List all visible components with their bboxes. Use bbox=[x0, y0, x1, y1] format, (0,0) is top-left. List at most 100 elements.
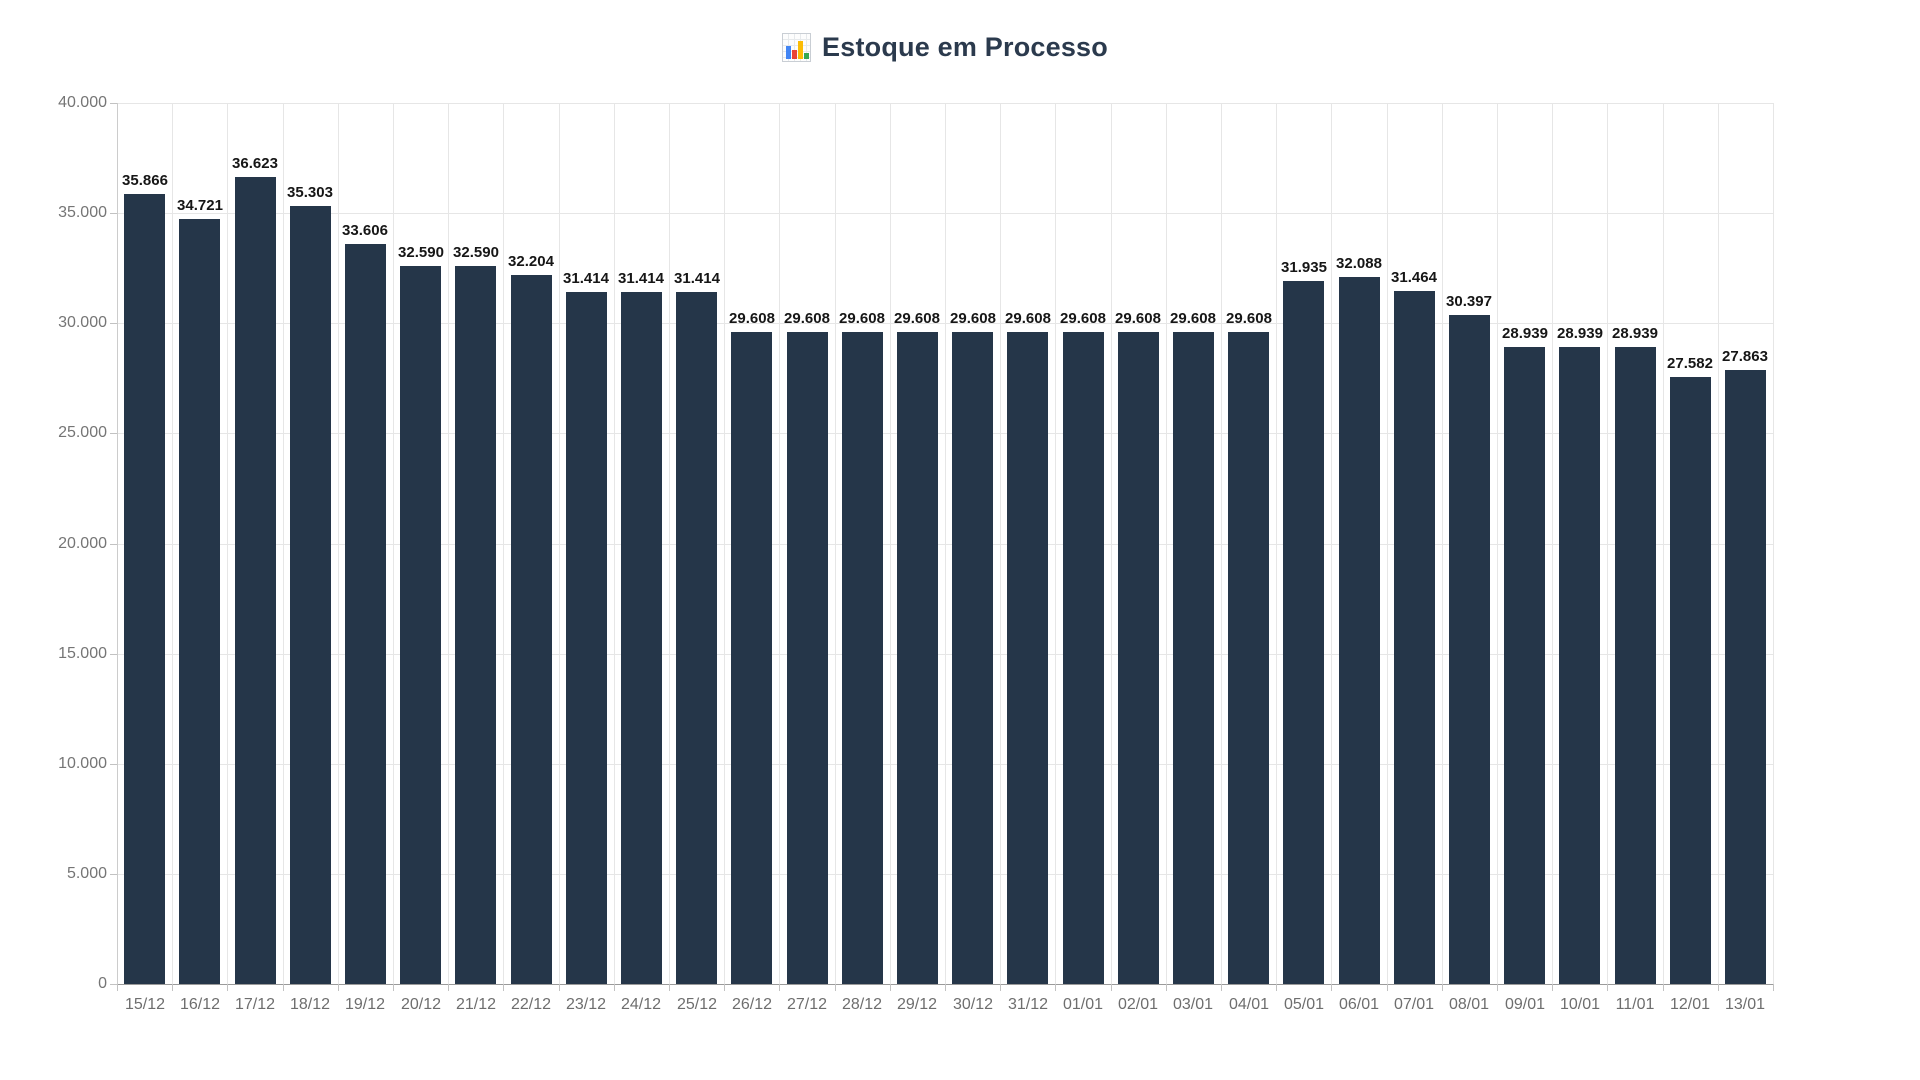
bar-value-label: 28.939 bbox=[1502, 325, 1548, 342]
plot-area: 35.866 34.721 36.623 35.303 33.606 32.590 32.5… bbox=[117, 103, 1774, 985]
bar-value-label: 31.464 bbox=[1391, 269, 1437, 286]
v-gridline bbox=[1552, 103, 1553, 984]
bar[interactable] bbox=[400, 266, 441, 984]
bar[interactable] bbox=[1504, 347, 1545, 984]
v-gridline bbox=[945, 103, 946, 984]
x-axis-label: 22/12 bbox=[510, 996, 552, 1013]
x-tick bbox=[669, 984, 670, 991]
x-tick bbox=[1497, 984, 1498, 991]
bar[interactable] bbox=[1725, 370, 1766, 984]
bar-value-label: 31.414 bbox=[618, 270, 664, 287]
y-tick bbox=[110, 213, 117, 214]
bar[interactable] bbox=[731, 332, 772, 984]
v-gridline bbox=[1607, 103, 1608, 984]
y-axis-label: 20.000 bbox=[58, 535, 107, 552]
bar-value-label: 36.623 bbox=[232, 155, 278, 172]
x-tick bbox=[283, 984, 284, 991]
bar[interactable] bbox=[1339, 277, 1380, 984]
v-gridline bbox=[1276, 103, 1277, 984]
bar-value-label: 29.608 bbox=[839, 310, 885, 327]
v-gridline bbox=[1221, 103, 1222, 984]
v-gridline bbox=[448, 103, 449, 984]
y-axis-line bbox=[117, 103, 118, 984]
x-axis-label: 24/12 bbox=[620, 996, 662, 1013]
x-axis-label: 05/01 bbox=[1283, 996, 1325, 1013]
bar-value-label: 29.608 bbox=[1060, 310, 1106, 327]
v-gridline bbox=[1773, 103, 1774, 984]
y-axis-label: 0 bbox=[98, 975, 107, 992]
bar[interactable] bbox=[1228, 332, 1269, 984]
v-gridline bbox=[1387, 103, 1388, 984]
x-tick bbox=[779, 984, 780, 991]
x-tick bbox=[172, 984, 173, 991]
x-tick bbox=[1055, 984, 1056, 991]
bar[interactable] bbox=[455, 266, 496, 984]
bar[interactable] bbox=[511, 275, 552, 984]
bar[interactable] bbox=[566, 292, 607, 984]
x-tick bbox=[1166, 984, 1167, 991]
x-axis-label: 29/12 bbox=[896, 996, 938, 1013]
v-gridline bbox=[779, 103, 780, 984]
bar[interactable] bbox=[952, 332, 993, 984]
x-axis-label: 31/12 bbox=[1007, 996, 1049, 1013]
y-axis-label: 15.000 bbox=[58, 645, 107, 662]
x-axis-label: 17/12 bbox=[234, 996, 276, 1013]
bar[interactable] bbox=[235, 177, 276, 984]
bar-value-label: 31.414 bbox=[674, 270, 720, 287]
bar-value-label: 29.608 bbox=[1226, 310, 1272, 327]
bar-value-label: 29.608 bbox=[1115, 310, 1161, 327]
v-gridline bbox=[1718, 103, 1719, 984]
x-axis-label: 15/12 bbox=[124, 996, 166, 1013]
bar[interactable] bbox=[676, 292, 717, 984]
y-tick bbox=[110, 654, 117, 655]
bar[interactable] bbox=[1559, 347, 1600, 984]
bar[interactable] bbox=[621, 292, 662, 984]
bar[interactable] bbox=[842, 332, 883, 984]
x-axis-label: 13/01 bbox=[1724, 996, 1766, 1013]
bar[interactable] bbox=[1118, 332, 1159, 984]
y-axis-label: 30.000 bbox=[58, 314, 107, 331]
bar-chart-icon bbox=[782, 33, 812, 62]
bar[interactable] bbox=[1007, 332, 1048, 984]
bar[interactable] bbox=[124, 194, 165, 984]
y-tick bbox=[110, 764, 117, 765]
bar-value-label: 29.608 bbox=[1005, 310, 1051, 327]
x-tick bbox=[1111, 984, 1112, 991]
bar[interactable] bbox=[1283, 281, 1324, 984]
h-gridline bbox=[117, 213, 1773, 214]
x-tick bbox=[448, 984, 449, 991]
bar[interactable] bbox=[290, 206, 331, 984]
x-axis-label: 04/01 bbox=[1228, 996, 1270, 1013]
bar[interactable] bbox=[787, 332, 828, 984]
bar-value-label: 31.414 bbox=[563, 270, 609, 287]
bar[interactable] bbox=[1670, 377, 1711, 984]
bar[interactable] bbox=[1173, 332, 1214, 984]
bar[interactable] bbox=[179, 219, 220, 984]
bar[interactable] bbox=[1449, 315, 1490, 984]
bar[interactable] bbox=[1615, 347, 1656, 984]
bar-value-label: 34.721 bbox=[177, 197, 223, 214]
bar[interactable] bbox=[1394, 291, 1435, 984]
x-tick bbox=[724, 984, 725, 991]
x-axis-label: 19/12 bbox=[344, 996, 386, 1013]
x-tick bbox=[117, 984, 118, 991]
x-tick bbox=[890, 984, 891, 991]
x-axis-label: 25/12 bbox=[676, 996, 718, 1013]
v-gridline bbox=[1663, 103, 1664, 984]
bar[interactable] bbox=[1063, 332, 1104, 984]
bar[interactable] bbox=[897, 332, 938, 984]
y-tick bbox=[110, 874, 117, 875]
bar-value-label: 30.397 bbox=[1446, 293, 1492, 310]
v-gridline bbox=[724, 103, 725, 984]
y-axis-label: 35.000 bbox=[58, 204, 107, 221]
v-gridline bbox=[1442, 103, 1443, 984]
bar-value-label: 32.590 bbox=[398, 244, 444, 261]
v-gridline bbox=[393, 103, 394, 984]
x-axis-label: 07/01 bbox=[1393, 996, 1435, 1013]
v-gridline bbox=[1111, 103, 1112, 984]
bar[interactable] bbox=[345, 244, 386, 984]
y-axis-label: 10.000 bbox=[58, 755, 107, 772]
y-tick bbox=[110, 103, 117, 104]
bar-value-label: 28.939 bbox=[1557, 325, 1603, 342]
v-gridline bbox=[1000, 103, 1001, 984]
